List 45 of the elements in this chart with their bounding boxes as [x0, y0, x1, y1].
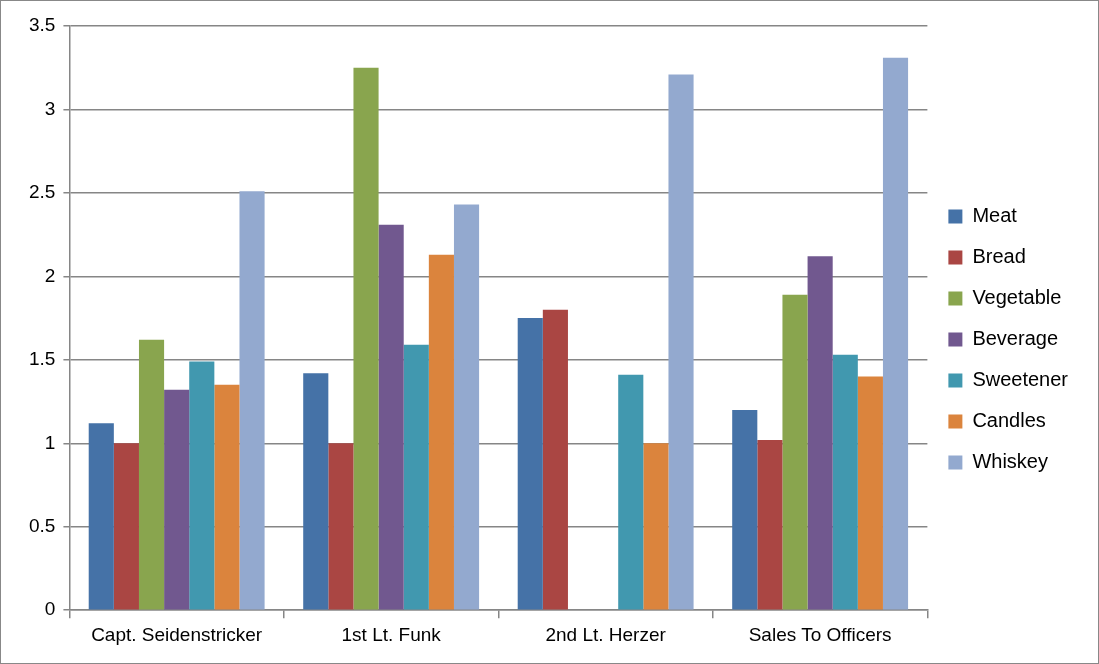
bar [782, 294, 808, 610]
legend-label: Beverage [972, 327, 1059, 350]
bar [857, 376, 883, 610]
bar [113, 443, 139, 610]
bar [239, 191, 265, 610]
legend-label: Sweetener [972, 368, 1069, 391]
legend-label: Bread [972, 245, 1026, 268]
bar [668, 74, 694, 610]
x-tick-label: Sales To Officers [748, 623, 892, 645]
y-tick-label: 2.5 [28, 181, 56, 203]
bar [453, 204, 480, 610]
bar [189, 361, 215, 610]
x-tick-label: 1st Lt. Funk [341, 623, 442, 645]
bar [328, 443, 354, 610]
bar [542, 309, 568, 610]
bar [214, 384, 240, 610]
y-tick-label: 1 [44, 431, 56, 453]
bar [882, 57, 909, 610]
bar [353, 67, 379, 610]
y-tick-label: 3.5 [28, 14, 56, 36]
bar [303, 373, 329, 610]
bar [807, 256, 833, 610]
x-tick-label: 2nd Lt. Herzer [545, 623, 667, 645]
bar [517, 318, 543, 610]
bar [732, 409, 758, 610]
bar [618, 374, 644, 610]
legend-label: Candles [972, 409, 1046, 432]
y-tick-label: 0.5 [28, 514, 56, 536]
y-tick-label: 3 [44, 97, 56, 119]
bar [832, 354, 858, 610]
bar [757, 439, 783, 610]
x-tick-label: Capt. Seidenstricker [91, 623, 263, 645]
bar [164, 389, 190, 610]
bar [643, 443, 669, 610]
legend-label: Whiskey [972, 450, 1048, 473]
y-tick-label: 0 [44, 598, 56, 620]
legend-label: Vegetable [972, 286, 1062, 309]
bar [138, 339, 165, 610]
y-tick-label: 1.5 [28, 348, 56, 370]
y-tick-label: 2 [44, 264, 56, 286]
bar [378, 224, 404, 610]
legend-label: Meat [972, 204, 1018, 227]
bar [428, 254, 454, 610]
bar [88, 423, 114, 610]
bar [403, 344, 429, 610]
